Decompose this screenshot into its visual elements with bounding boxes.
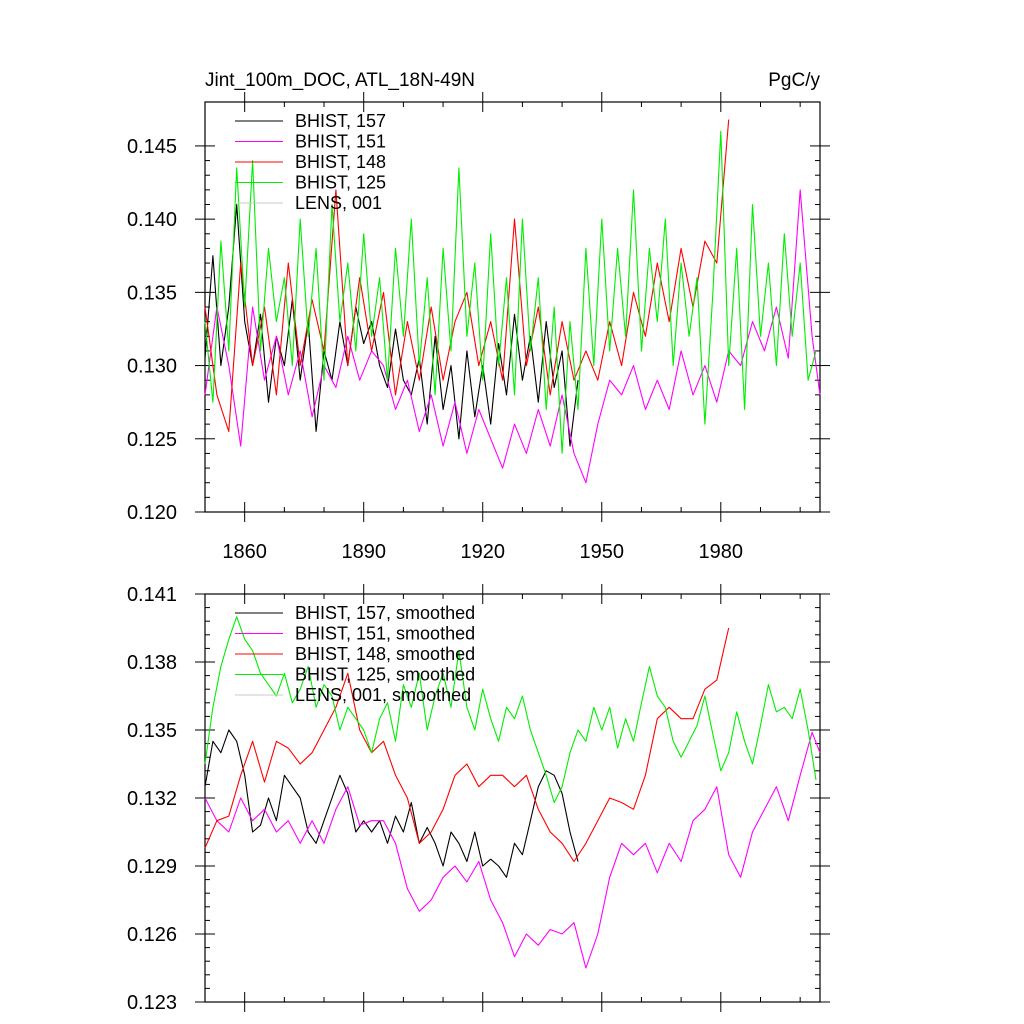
legend-label: BHIST, 125 [295,173,386,193]
units-label: PgC/y [768,70,820,91]
x-tick-label: 1980 [699,541,744,563]
y-tick-label: 0.125 [127,429,177,451]
legend-label: BHIST, 148, smoothed [295,644,475,664]
y-tick-label: 0.135 [127,720,177,742]
series-line-bhist-151-smoothed [204,731,821,969]
series-line-bhist-151 [204,189,821,484]
y-tick-label: 0.140 [127,209,177,231]
series-line-bhist-125 [204,130,817,454]
y-tick-label: 0.126 [127,924,177,946]
y-tick-label: 0.135 [127,282,177,304]
x-tick-label: 1860 [222,541,267,563]
y-tick-label: 0.138 [127,652,177,674]
legend-label: BHIST, 151, smoothed [295,624,475,644]
y-tick-label: 0.129 [127,856,177,878]
legend-label: BHIST, 157, smoothed [295,603,475,623]
y-tick-label: 0.120 [127,502,177,524]
series-line-bhist-125-smoothed [204,616,817,804]
legend-label: BHIST, 125, smoothed [295,665,475,685]
top-panel: 1860 1890 1920 1950 1980 0.120 0.125 0.130 0.135… [127,70,830,563]
y-tick-label: 0.132 [127,788,177,810]
x-tick-label: 1890 [341,541,386,563]
legend-label: BHIST, 148 [295,152,386,172]
x-tick-label: 1950 [580,541,625,563]
legend-label: LENS, 001, smoothed [295,685,471,705]
y-tick-label: 0.123 [127,992,177,1014]
series-line-bhist-148 [204,119,730,433]
y-tick-label: 0.145 [127,136,177,158]
y-tick-label: 0.141 [127,584,177,606]
y-tick-label: 0.130 [127,356,177,378]
x-tick-label: 1920 [460,541,505,563]
series-line-bhist-148-smoothed [204,627,730,863]
chart-title: Jint_100m_DOC, ATL_18N-49N [205,70,475,91]
legend-label: BHIST, 157 [295,111,386,131]
legend-label: LENS, 001 [295,193,382,213]
series-line-bhist-157-smoothed [204,729,579,878]
bottom-panel: 0.123 0.126 0.129 0.132 0.135 0.138 0.141 BHIST… [127,584,830,1014]
legend-label: BHIST, 151 [295,132,386,152]
